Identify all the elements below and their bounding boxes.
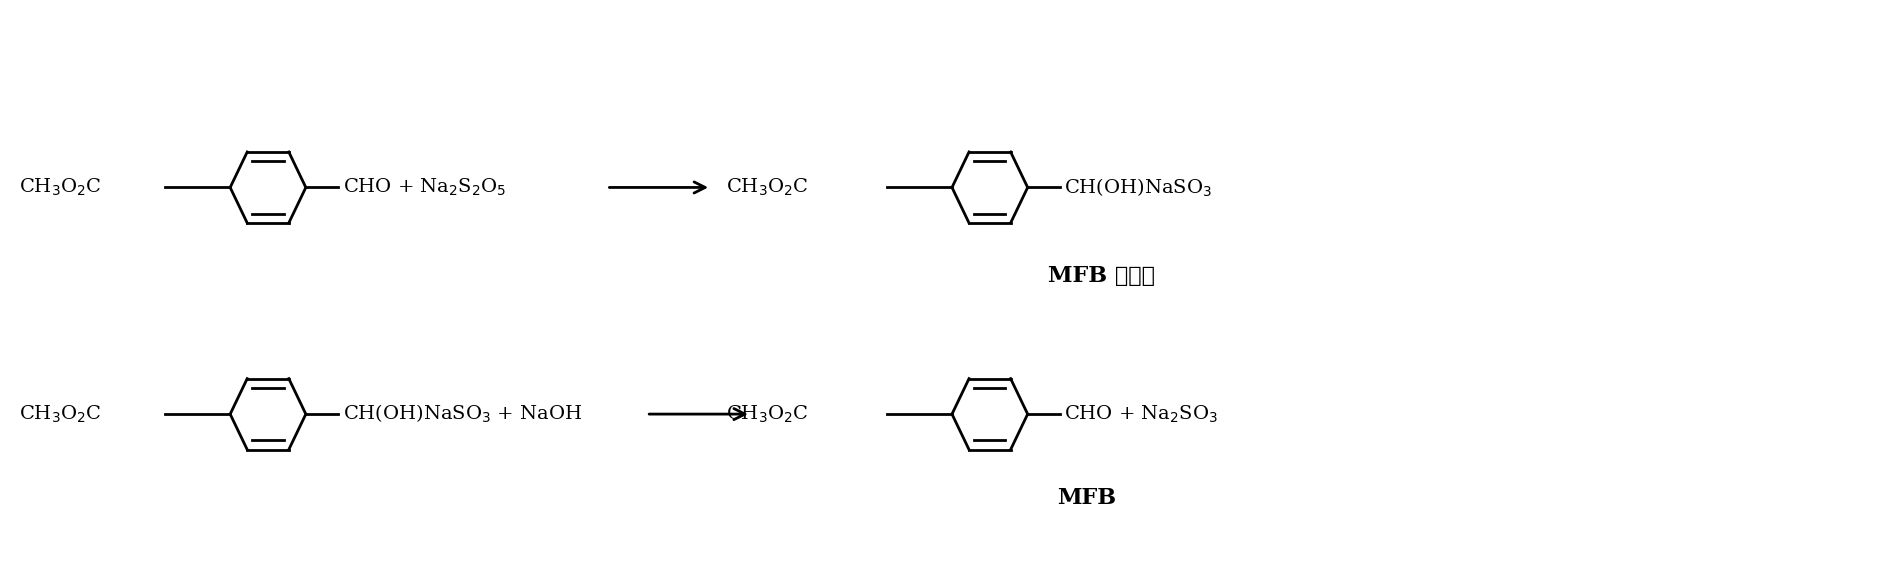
Text: CH(OH)NaSO$_3$: CH(OH)NaSO$_3$ — [1064, 176, 1212, 199]
Text: MFB 的钓盐: MFB 的钓盐 — [1049, 265, 1155, 287]
Text: CH$_3$O$_2$C: CH$_3$O$_2$C — [19, 404, 101, 425]
Text: MFB: MFB — [1056, 487, 1117, 509]
Text: CHO + Na$_2$S$_2$O$_5$: CHO + Na$_2$S$_2$O$_5$ — [342, 177, 505, 198]
Text: CH$_3$O$_2$C: CH$_3$O$_2$C — [19, 177, 101, 198]
Text: CH$_3$O$_2$C: CH$_3$O$_2$C — [726, 177, 809, 198]
Text: CH$_3$O$_2$C: CH$_3$O$_2$C — [726, 404, 809, 425]
Text: CH(OH)NaSO$_3$ + NaOH: CH(OH)NaSO$_3$ + NaOH — [342, 403, 581, 425]
Text: CHO + Na$_2$SO$_3$: CHO + Na$_2$SO$_3$ — [1064, 404, 1218, 425]
